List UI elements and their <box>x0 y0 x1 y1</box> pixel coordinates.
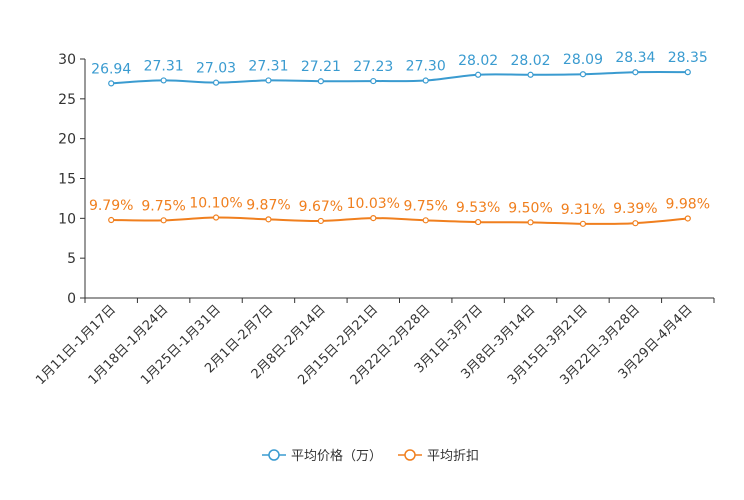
y-tick-label: 5 <box>67 251 76 267</box>
legend-marker-icon <box>268 449 280 461</box>
data-point <box>370 214 377 222</box>
data-point <box>370 77 377 85</box>
data-point <box>265 216 272 223</box>
data-point <box>422 77 429 84</box>
data-label: 9.67% <box>299 199 343 215</box>
data-label: 28.02 <box>510 53 550 69</box>
series-1: 26.94 27.31 27.03 27.31 27.21 27.23 27.30 28.02… <box>91 50 708 87</box>
series-layer: 26.94 27.31 27.03 27.31 27.21 27.23 27.30 28.02… <box>89 50 710 227</box>
data-point <box>317 217 324 225</box>
legend-label: 平均折扣 <box>427 449 479 464</box>
legend-item-1: 平均价格（万） <box>262 448 382 464</box>
data-label: 9.79% <box>89 198 133 214</box>
data-point <box>632 69 639 76</box>
data-point <box>579 220 587 227</box>
data-point <box>684 215 691 222</box>
data-label: 28.09 <box>563 52 603 68</box>
data-label: 10.03% <box>347 196 400 212</box>
legend-marker-icon <box>404 449 416 461</box>
legend-item-2: 平均折扣 <box>398 449 479 464</box>
y-tick-label: 20 <box>58 132 76 148</box>
data-point <box>212 214 220 221</box>
legend: 平均价格（万） 平均折扣 <box>262 448 479 464</box>
data-label: 9.31% <box>561 202 605 218</box>
series-2: 9.79% 9.75% 10.10% 9.87% 9.67% 10.03% 9.75% 9.5… <box>89 196 710 227</box>
data-point <box>317 78 324 85</box>
y-tick-label: 0 <box>67 291 76 307</box>
data-label: 28.35 <box>668 50 708 66</box>
data-label: 27.31 <box>248 58 288 74</box>
data-point <box>108 80 115 87</box>
data-point <box>160 77 167 84</box>
data-point <box>212 79 220 86</box>
data-label: 27.31 <box>144 58 184 74</box>
data-label: 9.75% <box>141 198 185 214</box>
series-line <box>111 71 688 85</box>
data-label: 9.87% <box>246 197 290 213</box>
data-label: 9.75% <box>403 198 447 214</box>
y-tick-label: 10 <box>58 211 76 227</box>
data-label: 9.39% <box>613 201 657 217</box>
data-point <box>579 71 587 78</box>
data-label: 27.23 <box>353 59 393 75</box>
data-point <box>527 219 534 226</box>
data-label: 28.34 <box>615 50 655 66</box>
legend-label: 平均价格（万） <box>291 448 382 464</box>
data-point <box>684 69 691 76</box>
data-point <box>422 217 429 224</box>
data-label: 27.03 <box>196 61 236 77</box>
y-tick-label: 15 <box>58 172 76 188</box>
data-label: 10.10% <box>189 196 242 212</box>
data-point <box>108 216 115 224</box>
data-point <box>527 71 534 78</box>
data-point <box>265 77 272 84</box>
series-line <box>111 216 688 225</box>
data-point <box>475 71 482 78</box>
data-label: 9.53% <box>456 200 500 216</box>
data-label: 27.21 <box>301 59 341 75</box>
data-point <box>160 217 167 224</box>
data-label: 28.02 <box>458 53 498 69</box>
data-label: 9.50% <box>508 200 552 216</box>
y-tick-label: 25 <box>58 92 76 108</box>
y-tick-label: 30 <box>58 52 76 68</box>
data-label: 9.98% <box>666 196 710 212</box>
data-point <box>475 218 482 226</box>
data-label: 26.94 <box>91 61 131 77</box>
data-label: 27.30 <box>406 59 446 75</box>
data-point <box>632 220 639 227</box>
